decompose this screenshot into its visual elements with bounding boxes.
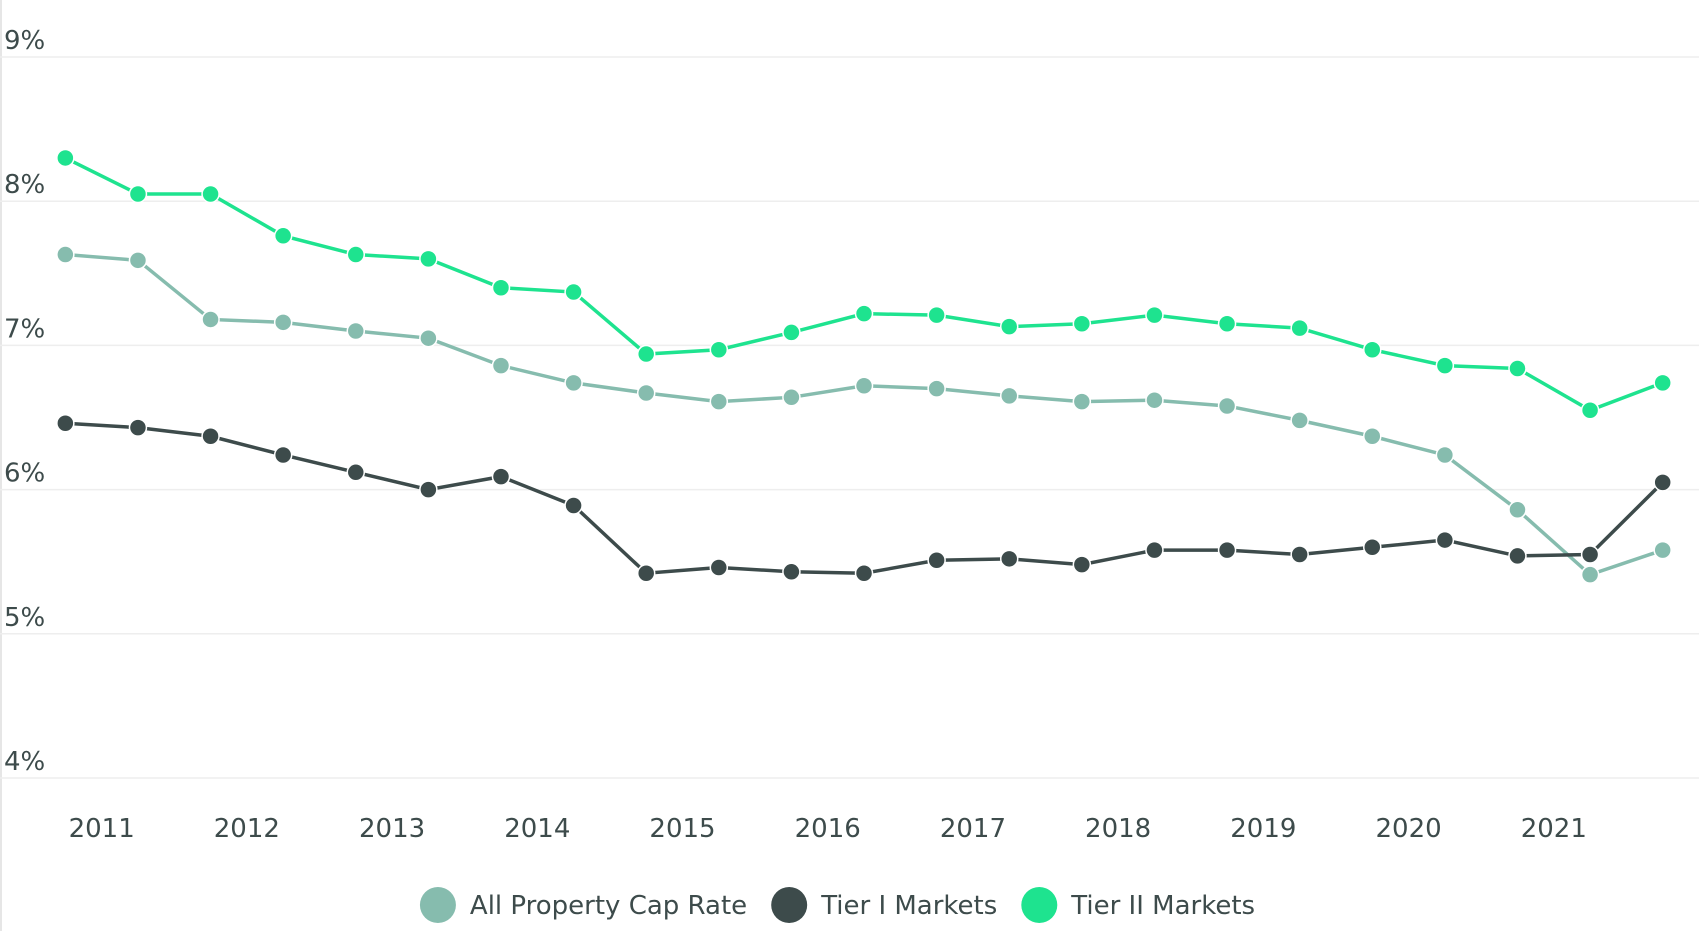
legend-swatch [1021, 887, 1058, 923]
legend-label: Tier II Markets [1070, 891, 1255, 921]
data-point [782, 388, 801, 407]
x-tick-label: 2013 [359, 814, 425, 844]
data-point [1580, 401, 1600, 420]
data-point [273, 226, 293, 246]
data-point [491, 356, 511, 375]
data-point [1435, 530, 1455, 550]
x-tick-label: 2018 [1085, 814, 1151, 844]
data-point [1217, 540, 1237, 560]
data-point [1072, 555, 1092, 574]
data-point [927, 379, 946, 398]
data-point [1580, 565, 1600, 584]
legend-swatch [419, 887, 456, 923]
data-point [56, 414, 75, 433]
data-point [1435, 445, 1455, 465]
data-point [491, 467, 511, 486]
data-point [128, 418, 148, 437]
data-point [1072, 314, 1092, 334]
series-line [65, 421, 1664, 576]
data-point [999, 549, 1019, 569]
data-point [1145, 305, 1164, 325]
data-point [1653, 373, 1672, 393]
x-tick-label: 2011 [69, 814, 135, 844]
data-point [1072, 392, 1092, 411]
data-point [1363, 538, 1382, 557]
series-line [64, 156, 1664, 413]
x-tick-label: 2016 [795, 814, 861, 844]
data-point [709, 340, 729, 359]
x-tick-label: 2015 [649, 814, 715, 844]
data-point [273, 313, 293, 332]
data-point [1653, 540, 1672, 560]
data-point [346, 463, 366, 482]
data-point [419, 480, 438, 499]
x-tick-label: 2020 [1375, 814, 1441, 844]
data-point [564, 373, 583, 393]
legend-label: All Property Cap Rate [470, 891, 747, 921]
data-point [128, 184, 148, 204]
legend-swatch [771, 887, 808, 923]
data-point [1363, 340, 1382, 359]
data-point [1508, 500, 1527, 520]
data-point [782, 323, 801, 342]
data-point [854, 376, 874, 396]
data-point [419, 328, 438, 348]
data-point [346, 321, 366, 341]
legend-label: Tier I Markets [820, 891, 997, 921]
data-point [1653, 473, 1672, 492]
data-point [636, 344, 656, 364]
data-point [201, 426, 220, 446]
data-point [419, 249, 438, 269]
data-point [564, 282, 583, 302]
data-point [709, 558, 729, 577]
data-point [273, 445, 293, 465]
data-point [491, 278, 511, 297]
data-point [636, 383, 656, 403]
data-point [999, 317, 1019, 336]
data-point [927, 305, 946, 325]
data-point [201, 310, 220, 329]
y-tick-label: 8% [4, 170, 45, 200]
data-point [1145, 540, 1164, 560]
data-point [1580, 545, 1600, 564]
y-tick-label: 5% [4, 603, 45, 633]
data-point [56, 148, 75, 168]
data-point [782, 562, 801, 582]
data-point [927, 551, 946, 570]
data-point [1145, 390, 1164, 410]
data-point [56, 245, 75, 264]
data-point [854, 304, 874, 323]
y-tick-label: 7% [4, 314, 45, 344]
data-point [636, 563, 656, 583]
data-point [709, 392, 729, 411]
data-point [1290, 318, 1309, 338]
y-tick-label: 9% [4, 26, 45, 56]
data-point [1217, 314, 1237, 334]
data-point [1363, 426, 1382, 446]
y-tick-label: 4% [4, 747, 45, 777]
x-tick-label: 2019 [1230, 814, 1296, 844]
data-point [1290, 545, 1309, 564]
data-point [201, 184, 220, 204]
data-point [1435, 356, 1455, 375]
data-point [999, 386, 1019, 406]
data-point [1508, 359, 1527, 378]
x-tick-label: 2021 [1521, 814, 1587, 844]
data-point [854, 563, 874, 583]
x-tick-label: 2014 [504, 814, 570, 844]
data-point [1290, 411, 1309, 430]
data-point [1508, 546, 1527, 566]
y-tick-label: 6% [4, 459, 45, 489]
data-point [128, 251, 148, 270]
series-line [65, 252, 1664, 577]
data-point [1217, 396, 1237, 416]
x-tick-label: 2017 [940, 814, 1006, 844]
data-point [564, 496, 583, 515]
x-tick-label: 2012 [214, 814, 280, 844]
data-point [346, 245, 366, 264]
